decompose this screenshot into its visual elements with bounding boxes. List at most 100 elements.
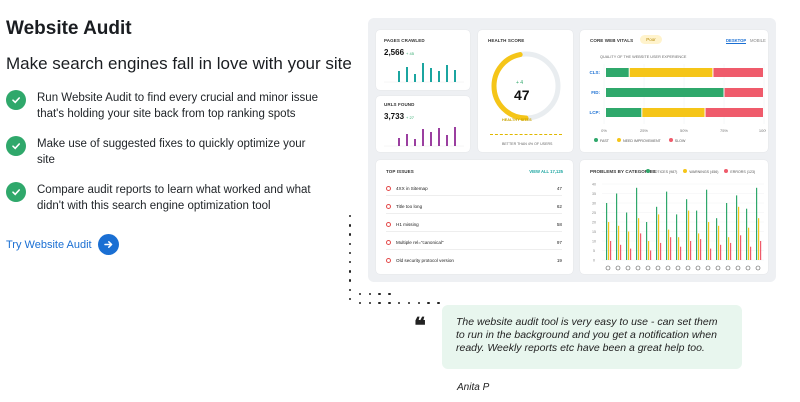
cta-label[interactable]: Try Website Audit [6, 238, 92, 251]
problem-bar [708, 222, 710, 260]
tab-desktop[interactable]: DESKTOP [726, 38, 747, 44]
feature-item: Make use of suggested fixes to quickly o… [6, 136, 326, 168]
legend-item: NOTICES (987) [646, 169, 677, 174]
issue-row[interactable]: 4XX in Sitemap 47 [386, 184, 562, 196]
legend-item: ERRORS (123) [724, 169, 755, 174]
section-subtitle: Make search engines fall in love with yo… [6, 54, 352, 73]
dot [349, 242, 352, 245]
tick-label: 75% [720, 128, 728, 133]
dot [349, 270, 352, 273]
category-icon [745, 265, 751, 271]
legend-dot [724, 169, 729, 173]
health-gauge [491, 51, 561, 121]
tick-label: 20 [592, 221, 596, 225]
metric-label: FID: [591, 90, 600, 95]
problem-bar [628, 231, 630, 260]
issue-row[interactable]: Multiple rel="canonical" 97 [386, 238, 562, 250]
issue-row[interactable]: Old security protocol version 19 [386, 256, 562, 268]
legend-item: WARNINGS (456) [683, 169, 718, 174]
feature-text: Run Website Audit to find every crucial … [37, 92, 319, 120]
problem-bar [616, 193, 618, 260]
problem-bar [718, 225, 720, 260]
issue-row[interactable]: Title too long 62 [386, 202, 562, 214]
problem-bar [730, 242, 732, 260]
problem-bar [728, 237, 730, 260]
cwv-bar-segment [606, 108, 642, 117]
problem-bar [710, 248, 712, 260]
card-label: PROBLEMS BY CATEGORIES [590, 169, 656, 174]
dot [368, 302, 371, 305]
problem-bar [608, 222, 610, 260]
status-badge-text: Poor [646, 37, 656, 42]
dot [388, 293, 391, 296]
category-icon [725, 265, 731, 271]
problem-bar [700, 239, 702, 260]
issue-text: Multiple rel="canonical" [396, 240, 444, 245]
legend-label: WARNINGS (456) [689, 170, 719, 174]
pages-crawled-card: PAGES CRAWLED 2,566 + 45 [376, 30, 470, 90]
issue-count: 62 [556, 204, 562, 209]
problem-bar [688, 210, 690, 260]
feature-text: Compare audit reports to learn what work… [37, 184, 311, 212]
pages-crawled-sparkbars [384, 63, 464, 83]
testimonial-author: Anita P [457, 382, 490, 393]
problem-bar [626, 212, 628, 260]
spark-bar [422, 63, 424, 82]
feature-list: Run Website Audit to find every crucial … [6, 90, 326, 228]
cwv-bar-segment [713, 68, 763, 77]
spark-bar [414, 139, 416, 146]
tick-label: 25% [640, 128, 648, 133]
dashboard-preview: PAGES CRAWLED 2,566 + 45 URLS FOUND 3,733… [368, 18, 776, 282]
card-value: 3,733 + 27 [384, 112, 414, 121]
cwv-bar-segment [705, 108, 763, 117]
card-label: PAGES CRAWLED [384, 38, 425, 43]
category-icon [665, 265, 671, 271]
tick-label: 50% [680, 128, 688, 133]
problem-bar [676, 214, 678, 260]
arrow-right-icon[interactable] [97, 234, 119, 255]
error-icon [386, 186, 391, 191]
tick-label: 5 [593, 249, 595, 253]
tick-label: 40 [592, 183, 596, 187]
issue-row[interactable]: H1 missing 58 [386, 220, 562, 232]
card-label: URLS FOUND [384, 102, 415, 107]
problem-bar [620, 244, 622, 260]
spark-bar [454, 70, 456, 82]
feature-item: Compare audit reports to learn what work… [6, 182, 326, 214]
tab-mobile[interactable]: MOBILE [750, 38, 766, 43]
urls-found-value: 3,733 [384, 112, 405, 121]
health-score-value: 47 [514, 87, 530, 103]
category-icon [625, 265, 631, 271]
problem-bar [606, 203, 608, 260]
try-website-audit-link[interactable]: Try Website Audit [6, 234, 119, 255]
tick-label: 30 [592, 202, 596, 206]
top-issues-card: TOP ISSUES VIEW ALL 17,125 4XX in Sitema… [376, 160, 573, 274]
problem-bar [746, 208, 748, 260]
problem-bar [618, 225, 620, 260]
tick-label: 10 [592, 240, 596, 244]
problem-bar [686, 199, 688, 260]
category-icon [605, 265, 611, 271]
issue-count: 97 [556, 240, 562, 245]
cwv-bar-segment [642, 108, 705, 117]
problem-bar [640, 233, 642, 260]
dot [349, 215, 352, 218]
metric-label: CLS: [590, 70, 601, 75]
legend-dot [646, 169, 650, 173]
error-icon [386, 258, 391, 263]
cwv-bar-segment [606, 68, 629, 77]
legend-item: SLOW [668, 138, 685, 143]
cwv-bar-segment [606, 88, 724, 97]
check-icon [6, 136, 26, 156]
problems-card: PROBLEMS BY CATEGORIES NOTICES (987) WAR… [580, 160, 768, 274]
view-all-link[interactable]: VIEW ALL 17,125 [529, 169, 563, 174]
problems-chart: 40 35 30 25 20 15 10 5 0 [592, 183, 764, 271]
category-icon [735, 265, 741, 271]
problem-bar [666, 191, 668, 260]
problem-bar [630, 248, 632, 260]
core-web-vitals-card: CORE WEB VITALS Poor DESKTOP MOBILE QUAL… [580, 30, 768, 152]
urls-found-sparkbars [384, 127, 464, 147]
dot [437, 302, 440, 305]
health-score-card: HEALTH SCORE + 4 47 HEALTHY SITES BETTER… [478, 30, 573, 152]
dot [368, 293, 371, 296]
